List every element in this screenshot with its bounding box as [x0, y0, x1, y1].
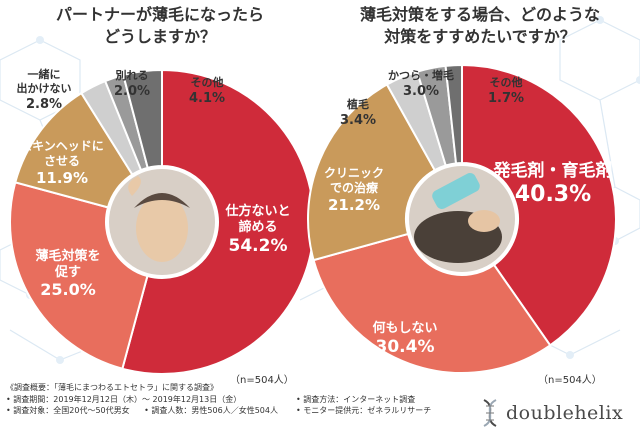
donut-left-slice-5 — [122, 68, 163, 170]
donut-right-value-5: 1.7% — [488, 91, 524, 106]
donut-right-label-1-line-0: 何もしない — [372, 320, 437, 336]
donut-right-slice-5 — [444, 63, 463, 165]
survey-heading: 《調査概要：「薄毛にまつわるエトセトラ」に関する調査》 — [6, 383, 218, 392]
donut-right-label-0-line-0: 発毛剤・育毛剤 — [493, 160, 613, 181]
donut-left-value-1: 25.0% — [40, 280, 96, 299]
donut-left-label-0-line-1: 諦める — [238, 219, 277, 235]
donut-left-slice-0 — [121, 68, 315, 375]
donut-left-label-0-line-0: 仕方ないと — [224, 203, 290, 219]
survey-provider: • モニター提供元：ゼネラルリサーチ — [296, 406, 432, 415]
donut-right-value-0: 40.3% — [515, 182, 591, 207]
donut-right-label-3-line-0: 植毛 — [346, 97, 369, 111]
donut-left-value-0: 54.2% — [229, 236, 288, 256]
question-title-left-line1: パートナーが薄毛になったら — [55, 5, 264, 24]
doublehelix-logo: doublehelix — [478, 396, 638, 430]
donut-right-label-2-line-0: クリニック — [324, 166, 384, 180]
question-title-right-line2: 対策をすすめたいですか？ — [384, 27, 576, 46]
donut-left-value-4: 2.0% — [114, 84, 150, 99]
survey-target: • 調査対象：全国20代～50代男女 — [6, 406, 130, 415]
donut-right-slice-0 — [461, 63, 617, 347]
donut-left-value-2: 11.9% — [36, 169, 88, 187]
donut-left-value-3: 2.8% — [26, 97, 62, 112]
donut-right-value-3: 3.4% — [340, 113, 376, 128]
right-photo-fingers — [468, 210, 500, 232]
logo-text: doublehelix — [506, 402, 624, 424]
donut-left-slice-2 — [14, 91, 134, 209]
left-photo-face — [136, 194, 188, 262]
donut-left-label-2-line-0: スキンヘッドに — [20, 139, 104, 153]
donut-right-label-5-line-0: その他 — [490, 75, 523, 89]
survey-overview: 《調査概要：「薄毛にまつわるエトセトラ」に関する調査》 • 調査期間：2019年… — [6, 382, 461, 442]
survey-count: • 調査人数：男性506人／女性504人 — [144, 406, 278, 415]
donut-left-label-1-line-1: 促す — [54, 264, 81, 280]
left-photo-hair — [134, 193, 190, 208]
right-photo-bottle — [432, 173, 480, 209]
sample-size-left: （n=504人） — [230, 375, 294, 386]
left-photo-hand — [128, 176, 141, 196]
donut-left-label-2-line-1: させる — [44, 154, 80, 168]
sample-size-right: （n=504人） — [538, 375, 602, 386]
donut-right-value-2: 21.2% — [328, 196, 380, 214]
question-title-left: パートナーが薄毛になったら どうしますか？ — [10, 4, 310, 48]
donut-left-label-4-line-0: 別れる — [115, 68, 149, 82]
double-helix-icon — [483, 399, 497, 427]
donut-left-value-5: 4.1% — [189, 91, 225, 106]
donut-left-label-3-line-0: 一緒に — [28, 67, 61, 81]
donut-left-label-3-line-1: 出かけない — [17, 81, 72, 95]
survey-period: • 調査期間：2019年12月12日（木）～ 2019年12月13日（金） — [6, 394, 242, 404]
donut-right-label-2-line-1: での治療 — [330, 180, 378, 195]
survey-method: • 調査方法：インターネット調査 — [296, 394, 416, 404]
donut-left-label-1-line-0: 薄毛対策を — [35, 248, 100, 264]
question-title-right-line1: 薄毛対策をする場合、どのような — [359, 5, 600, 24]
question-title-left-line2: どうしますか？ — [103, 27, 216, 46]
donut-right-value-4: 3.0% — [403, 84, 439, 99]
donut-right-slice-2 — [307, 83, 437, 262]
question-title-right: 薄毛対策をする場合、どのような 対策をすすめたいですか？ — [325, 4, 635, 48]
donut-left-label-5-line-0: その他 — [191, 75, 224, 89]
donut-right-value-1: 30.4% — [376, 337, 435, 357]
donut-left-slice-1 — [9, 181, 149, 370]
donut-right-label-4-line-0: かつら・増毛 — [388, 68, 454, 82]
donut-right-slice-1 — [312, 232, 552, 374]
